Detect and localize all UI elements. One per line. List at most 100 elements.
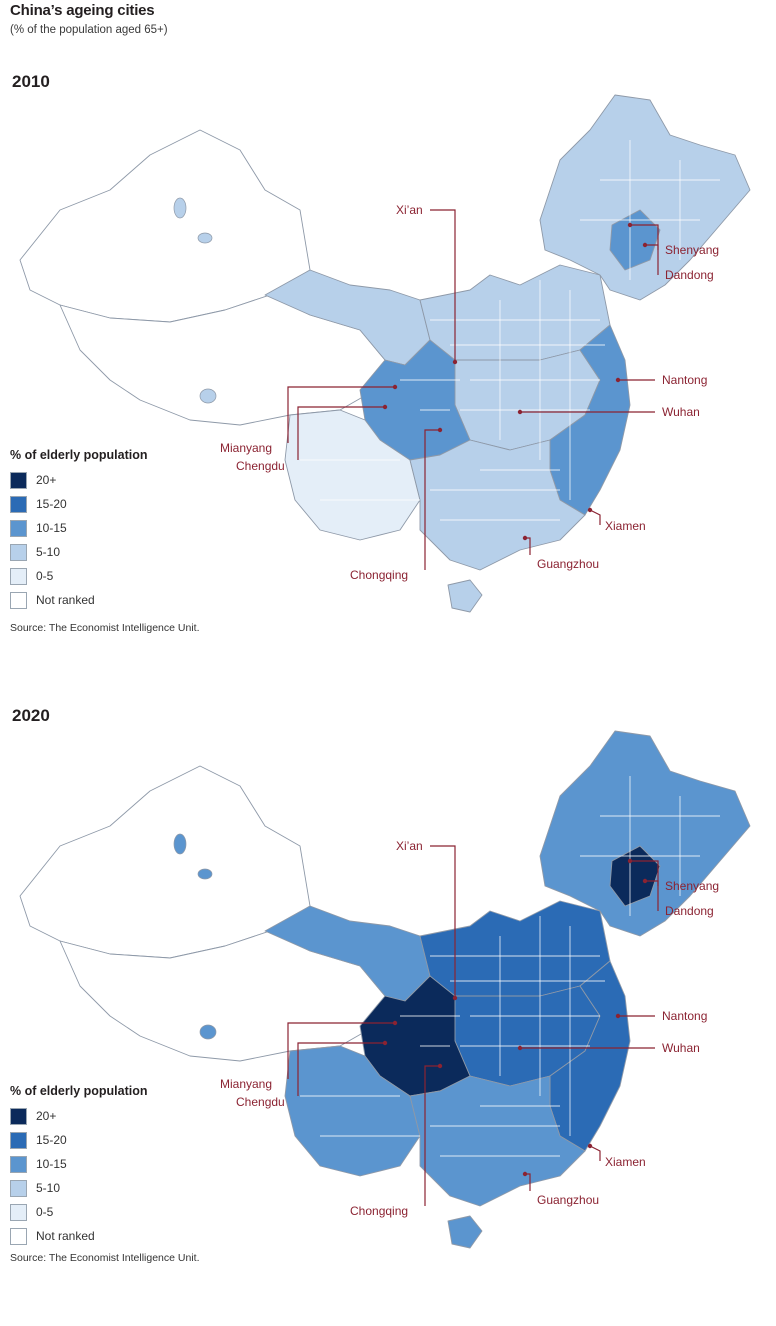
legend-label: 10-15 bbox=[36, 521, 67, 535]
city-marker bbox=[437, 1063, 443, 1069]
city-marker bbox=[382, 1040, 388, 1046]
legend-label: Not ranked bbox=[36, 1229, 95, 1243]
legend-swatch bbox=[10, 1227, 27, 1245]
legend-label: 0-5 bbox=[36, 1205, 54, 1219]
region-north bbox=[419, 264, 611, 361]
map-year: 2020 bbox=[12, 706, 50, 725]
city-label: Mianyang bbox=[220, 1077, 272, 1091]
legend-swatch bbox=[10, 471, 27, 489]
region-southwest bbox=[284, 409, 421, 541]
legend-title: % of elderly population bbox=[10, 1084, 148, 1098]
legend-item: 20+ bbox=[10, 1104, 148, 1128]
city-label: Mianyang bbox=[220, 441, 272, 455]
legend-title: % of elderly population bbox=[10, 448, 148, 462]
legend-item: Not ranked bbox=[10, 588, 148, 612]
source-note: Source: The Economist Intelligence Unit. bbox=[10, 622, 200, 634]
legend-swatch bbox=[10, 1155, 27, 1173]
city-marker bbox=[392, 1020, 398, 1026]
region-hainan bbox=[447, 1215, 483, 1249]
city-marker bbox=[392, 384, 398, 390]
region-hainan bbox=[447, 579, 483, 613]
map-panel-2020: 2020 Xi’an Shenyang Dandong Nantong Wuhan Mian… bbox=[0, 696, 776, 1326]
legend-item: 20+ bbox=[10, 468, 148, 492]
city-label: Shenyang bbox=[665, 243, 719, 257]
region-south bbox=[409, 439, 586, 571]
legend-swatch bbox=[10, 1203, 27, 1221]
region-southwest bbox=[284, 1045, 421, 1177]
city-label: Shenyang bbox=[665, 879, 719, 893]
city-label: Dandong bbox=[665, 268, 714, 282]
city-label: Chengdu bbox=[236, 1095, 285, 1109]
china-map: Xi’an Shenyang Dandong Nantong Wuhan Mianyang… bbox=[19, 730, 751, 1249]
city-label: Xi’an bbox=[396, 839, 423, 853]
city-label: Xiamen bbox=[605, 519, 646, 533]
city-marker bbox=[517, 409, 523, 415]
chart-subtitle: (% of the population aged 65+) bbox=[10, 24, 168, 36]
city-marker bbox=[587, 1143, 593, 1149]
city-marker bbox=[517, 1045, 523, 1051]
city-label: Nantong bbox=[662, 373, 707, 387]
legend-label: 15-20 bbox=[36, 1133, 67, 1147]
legend-swatch bbox=[10, 543, 27, 561]
city-marker bbox=[615, 377, 621, 383]
region-xinjiang bbox=[19, 129, 311, 323]
legend-swatch bbox=[10, 1131, 27, 1149]
region-northeast bbox=[539, 94, 751, 301]
legend-label: 10-15 bbox=[36, 1157, 67, 1171]
legend-swatch bbox=[10, 567, 27, 585]
legend-label: 5-10 bbox=[36, 545, 61, 559]
city-label: Chengdu bbox=[236, 459, 285, 473]
city-marker bbox=[587, 507, 593, 513]
city-marker bbox=[452, 995, 458, 1001]
legend-item: Not ranked bbox=[10, 1224, 148, 1248]
legend-label: 15-20 bbox=[36, 497, 67, 511]
city-label: Guangzhou bbox=[537, 557, 599, 571]
legend-item: 15-20 bbox=[10, 1128, 148, 1152]
legend-label: 5-10 bbox=[36, 1181, 61, 1195]
city-label: Wuhan bbox=[662, 1041, 700, 1055]
map-legend: % of elderly population 20+ 15-20 10-15 5-10… bbox=[10, 448, 148, 612]
legend-swatch bbox=[10, 591, 27, 609]
legend-label: Not ranked bbox=[36, 593, 95, 607]
city-marker bbox=[522, 1171, 528, 1177]
legend-item: 10-15 bbox=[10, 1152, 148, 1176]
legend-item: 15-20 bbox=[10, 492, 148, 516]
legend-item: 5-10 bbox=[10, 1176, 148, 1200]
legend-swatch bbox=[10, 1107, 27, 1125]
legend-item: 10-15 bbox=[10, 516, 148, 540]
city-marker bbox=[615, 1013, 621, 1019]
city-marker bbox=[522, 535, 528, 541]
map-year: 2010 bbox=[12, 72, 50, 91]
source-note: Source: The Economist Intelligence Unit. bbox=[10, 1252, 200, 1264]
legend-item: 0-5 bbox=[10, 564, 148, 588]
city-marker bbox=[627, 858, 633, 864]
legend-label: 20+ bbox=[36, 1109, 57, 1123]
city-marker bbox=[382, 404, 388, 410]
legend-item: 0-5 bbox=[10, 1200, 148, 1224]
chart-title: China’s ageing cities bbox=[10, 2, 155, 19]
city-label: Chongqing bbox=[350, 568, 408, 582]
city-marker bbox=[437, 427, 443, 433]
city-marker bbox=[642, 242, 648, 248]
region-northeast bbox=[539, 730, 751, 937]
region-north bbox=[419, 900, 611, 997]
legend-swatch bbox=[10, 495, 27, 513]
city-label: Xi’an bbox=[396, 203, 423, 217]
city-marker bbox=[627, 222, 633, 228]
china-map: Xi’an Shenyang Dandong Nantong Wuhan Mianyang… bbox=[19, 94, 751, 613]
city-label: Guangzhou bbox=[537, 1193, 599, 1207]
map-panel-2010: 2010 Xi’an Shenyang Dandong Nantong Wuhan Mian… bbox=[0, 60, 776, 690]
legend-label: 0-5 bbox=[36, 569, 54, 583]
city-label: Nantong bbox=[662, 1009, 707, 1023]
legend-swatch bbox=[10, 1179, 27, 1197]
city-marker bbox=[452, 359, 458, 365]
city-label: Xiamen bbox=[605, 1155, 646, 1169]
city-label: Wuhan bbox=[662, 405, 700, 419]
region-xinjiang bbox=[19, 765, 311, 959]
legend-label: 20+ bbox=[36, 473, 57, 487]
map-legend: % of elderly population 20+ 15-20 10-15 5-10… bbox=[10, 1084, 148, 1248]
city-label: Chongqing bbox=[350, 1204, 408, 1218]
legend-swatch bbox=[10, 519, 27, 537]
legend-item: 5-10 bbox=[10, 540, 148, 564]
city-label: Dandong bbox=[665, 904, 714, 918]
